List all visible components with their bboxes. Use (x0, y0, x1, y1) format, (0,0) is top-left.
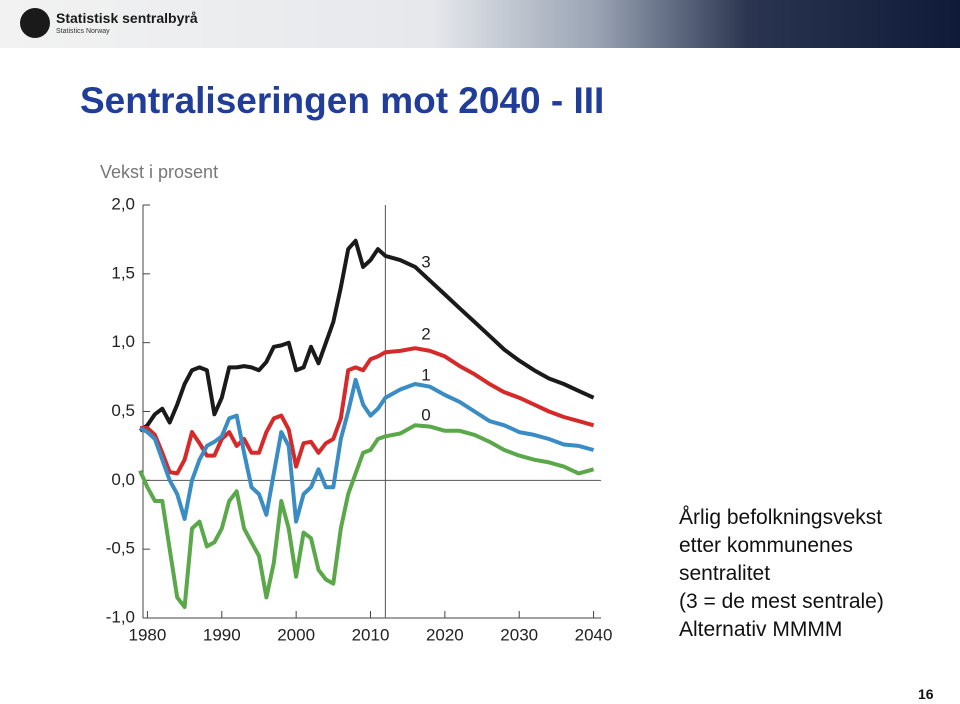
series-line (139, 377, 595, 524)
note-line: etter kommunenes (679, 534, 853, 557)
series-line (138, 423, 595, 609)
note-line: Alternativ MMMM (679, 618, 843, 641)
series-label: 0 (421, 405, 430, 424)
x-tick-label: 2000 (277, 625, 315, 644)
series-line (140, 346, 595, 476)
series-label: 1 (421, 365, 430, 384)
note-line: sentralitet (679, 562, 771, 585)
chart-subtitle: Vekst i prosent (100, 162, 219, 182)
note-line: (3 = de mest sentrale) (679, 590, 884, 613)
x-tick-label: 2040 (575, 625, 613, 644)
page-number: 16 (918, 686, 934, 702)
y-tick-label: 1,0 (111, 332, 135, 351)
y-tick-label: -1,0 (106, 607, 135, 626)
y-tick-label: 0,5 (111, 401, 135, 420)
series-label: 3 (421, 252, 430, 271)
y-tick-label: 0,0 (111, 470, 135, 489)
logo-mark (20, 8, 50, 38)
logo-subtitle: Statistics Norway (56, 28, 110, 35)
plot-background (88, 193, 628, 652)
x-tick-label: 2030 (500, 625, 538, 644)
x-tick-label: 2010 (352, 625, 390, 644)
y-tick-label: 1,5 (111, 263, 135, 282)
y-tick-label: 2,0 (111, 194, 135, 213)
series-line (138, 238, 595, 433)
logo-title: Statistisk sentralbyrå (56, 10, 198, 26)
slide-title: Sentraliseringen mot 2040 - III (80, 80, 605, 121)
y-tick-label: -0,5 (106, 539, 135, 558)
x-tick-label: 2020 (426, 625, 464, 644)
series-label: 2 (421, 324, 430, 343)
note: Årlig befolkningsvekst etter kommunenes se… (679, 504, 884, 644)
banner: Statistisk sentralbyrå Statistics Norway (0, 0, 960, 48)
x-tick-label: 1990 (203, 625, 241, 644)
x-tick-label: 1980 (129, 625, 167, 644)
note-line: Årlig befolkningsvekst (679, 506, 883, 529)
